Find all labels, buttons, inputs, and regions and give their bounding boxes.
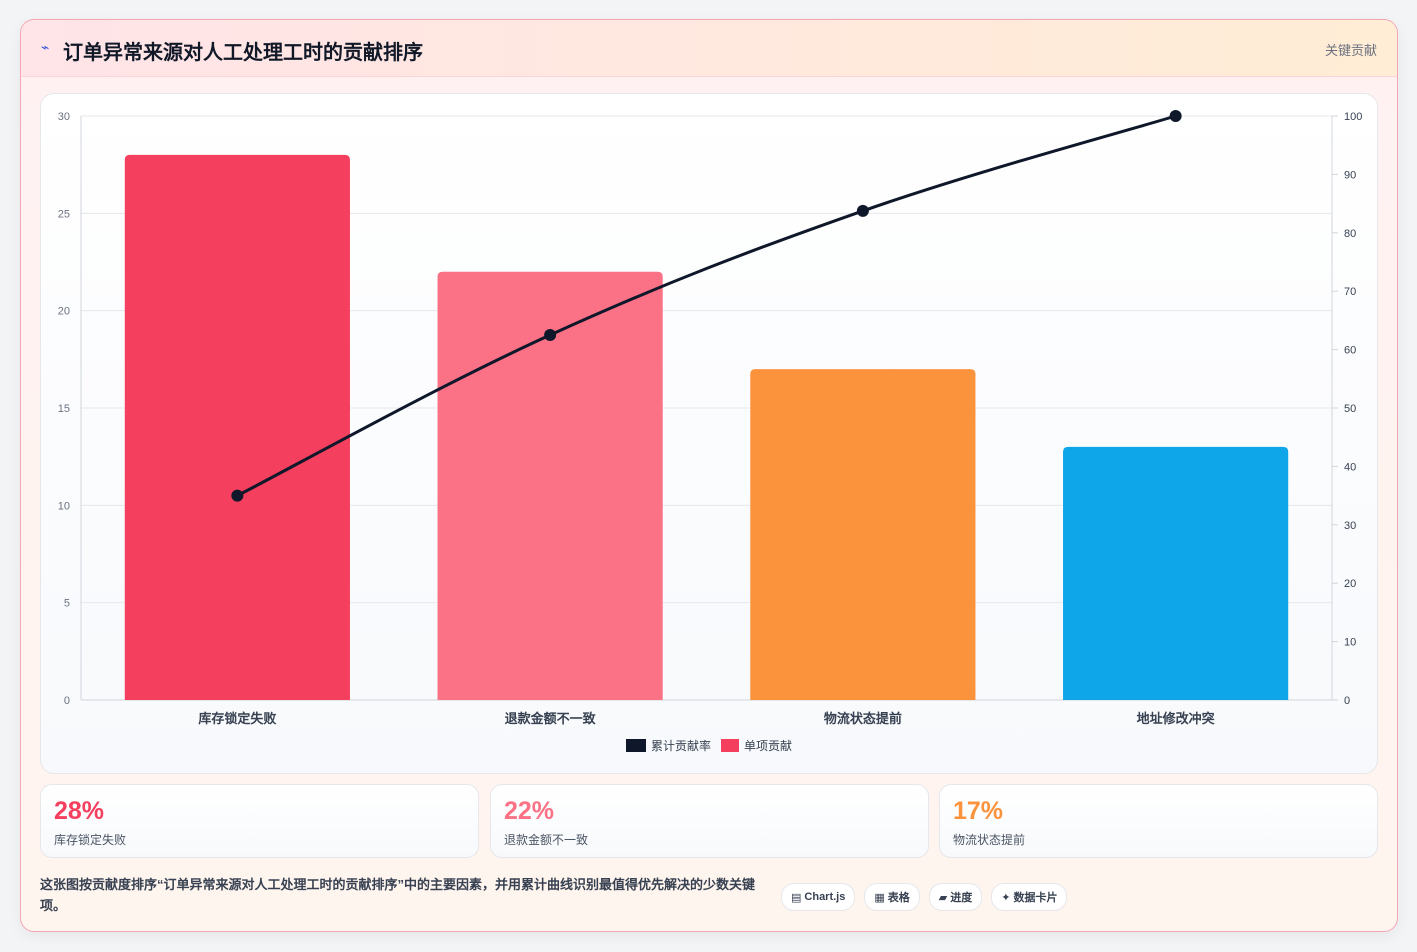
cumulative-point xyxy=(856,204,869,217)
tag-label: 数据卡片 xyxy=(1013,892,1058,904)
bar xyxy=(750,369,976,700)
cumulative-point xyxy=(231,489,244,502)
stat-value-1: 28% xyxy=(54,797,105,825)
progress-icon: ▰ xyxy=(938,891,948,904)
stat-label-3: 物流状态提前 xyxy=(953,833,1026,847)
tag-label: 进度 xyxy=(950,892,973,904)
stat-value-3: 17% xyxy=(953,797,1004,825)
y-right-tick-label: 20 xyxy=(1344,578,1356,590)
bolt-icon: ⌁ xyxy=(41,39,50,55)
x-tick-label: 地址修改冲突 xyxy=(1137,711,1215,726)
y-left-tick-label: 0 xyxy=(64,695,70,707)
y-right-tick-label: 0 xyxy=(1344,695,1350,707)
legend-swatch-single xyxy=(721,739,739,752)
stat-label-1: 库存锁定失败 xyxy=(54,833,127,847)
bar xyxy=(437,271,663,700)
x-tick-label: 库存锁定失败 xyxy=(198,711,276,726)
tag-table[interactable]: ▦ 表格 xyxy=(864,883,920,911)
y-left-tick-label: 15 xyxy=(58,403,70,415)
y-left-tick-label: 25 xyxy=(58,208,70,220)
cumulative-point xyxy=(1169,110,1182,122)
chart-description: 这张图按贡献度排序“订单异常来源对人工处理工时的贡献排序”中的主要因素，并用累计… xyxy=(40,877,756,913)
y-left-tick-label: 30 xyxy=(58,111,70,123)
tag-progress[interactable]: ▰ 进度 xyxy=(928,883,983,911)
tag-chartjs[interactable]: ▤ Chart.js xyxy=(781,883,856,911)
legend-swatch-cumulative xyxy=(626,739,646,752)
sparkle-icon: ✦ xyxy=(1001,891,1011,904)
table-icon: ▦ xyxy=(874,891,885,904)
bar xyxy=(124,154,350,700)
tag-label: 表格 xyxy=(887,892,910,904)
chart-icon: ▤ xyxy=(791,891,802,904)
chart-panel: 0 5 10 15 20 25 30 0 10 20 30 40 50 60 70 80 90 100 库存锁定失败… xyxy=(40,93,1378,774)
legend-label-cumulative: 累计贡献率 xyxy=(651,738,711,753)
cumulative-line xyxy=(236,114,1177,497)
cumulative-point xyxy=(544,329,557,341)
card-header: ⌁ 订单异常来源对人工处理工时的贡献排序 关键贡献 xyxy=(21,20,1397,77)
pareto-chart: 0 5 10 15 20 25 30 0 10 20 30 40 50 60 70 80 90 100 库存锁定失败… xyxy=(58,110,1362,753)
y-right-tick-label: 40 xyxy=(1344,461,1356,473)
stat-label-2: 退款金额不一致 xyxy=(504,833,589,847)
stat-card-2: 22% 退款金额不一致 xyxy=(490,784,929,858)
y-left-tick-label: 10 xyxy=(58,500,70,512)
x-tick-label: 退款金额不一致 xyxy=(505,711,597,726)
y-right-tick-label: 100 xyxy=(1344,111,1362,123)
y-right-tick-label: 90 xyxy=(1344,169,1356,181)
y-right-tick-label: 50 xyxy=(1344,403,1356,415)
y-left-tick-label: 5 xyxy=(64,598,70,610)
legend-label-single: 单项贡献 xyxy=(744,738,792,753)
stat-card-1: 28% 库存锁定失败 xyxy=(40,784,479,858)
stat-value-2: 22% xyxy=(504,797,555,825)
x-tick-label: 物流状态提前 xyxy=(824,711,902,726)
stat-card-3: 17% 物流状态提前 xyxy=(939,784,1378,858)
y-right-tick-label: 10 xyxy=(1344,637,1356,649)
card-title: 订单异常来源对人工处理工时的贡献排序 xyxy=(63,42,423,64)
tag-label: Chart.js xyxy=(804,891,846,903)
tag-data-card[interactable]: ✦ 数据卡片 xyxy=(991,883,1068,911)
y-left-tick-label: 20 xyxy=(58,306,70,318)
tag-list: ▤ Chart.js ▦ 表格 ▰ 进度 ✦ 数据卡片 xyxy=(781,883,1068,911)
key-contribution-badge: 关键贡献 xyxy=(1324,43,1377,58)
y-right-tick-label: 60 xyxy=(1344,345,1356,357)
y-right-tick-label: 30 xyxy=(1344,520,1356,532)
bar xyxy=(1063,446,1289,700)
y-right-tick-label: 70 xyxy=(1344,286,1356,298)
chart-card: ⌁ 订单异常来源对人工处理工时的贡献排序 关键贡献 0 5 10 15 20 25 30 0 1… xyxy=(20,19,1398,932)
y-right-tick-label: 80 xyxy=(1344,228,1356,240)
